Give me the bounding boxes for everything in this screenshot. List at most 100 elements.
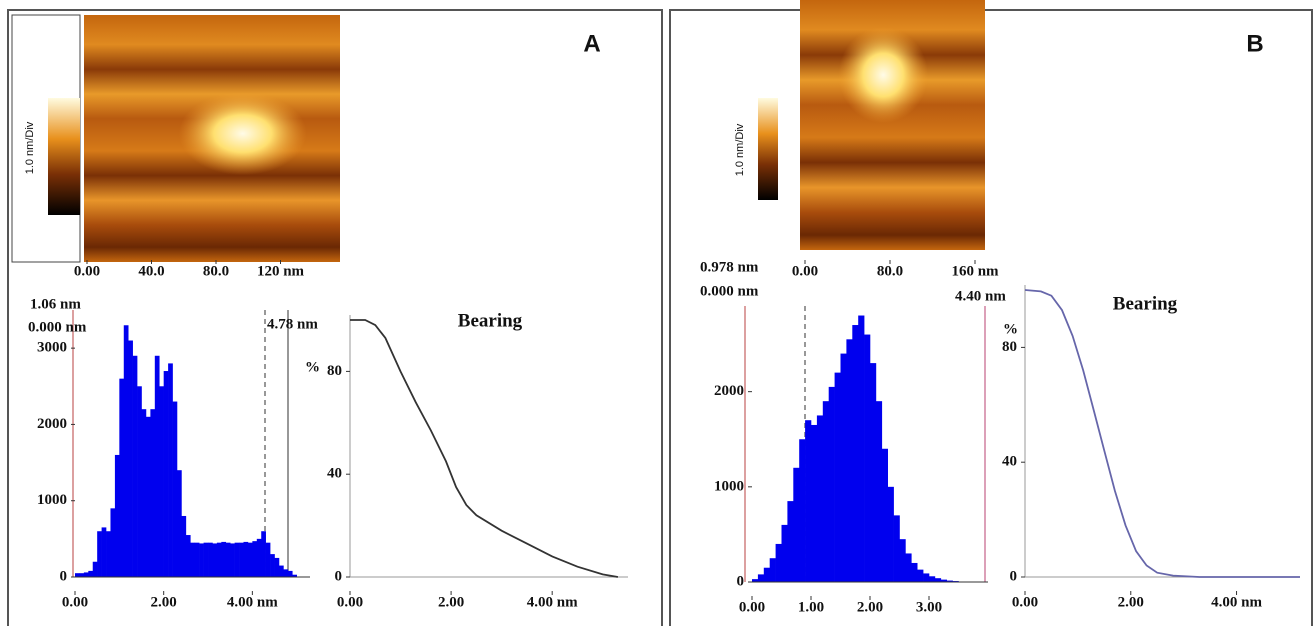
x-tick-label: 4.00 nm <box>1211 594 1262 610</box>
histogram-bar <box>283 569 289 577</box>
histogram-bar <box>287 570 293 577</box>
bearing-curve <box>1024 289 1300 578</box>
histogram-bar <box>75 573 80 577</box>
histogram-bar <box>887 486 894 582</box>
histogram-bar <box>799 439 806 582</box>
panel-frame <box>7 9 663 626</box>
x-tick-label: 0.00 <box>337 594 363 610</box>
y-tick-label: 40 <box>327 466 342 482</box>
histogram-bar <box>757 574 765 582</box>
annotation: 0.000 nm <box>28 319 87 335</box>
histogram-bar <box>168 363 173 577</box>
x-tick-label: 0.00 <box>792 263 818 279</box>
x-tick-label: 4.00 nm <box>227 594 278 610</box>
histogram-bar <box>278 565 284 577</box>
histogram-bar <box>243 541 249 577</box>
x-tick-label: 160 nm <box>951 263 999 279</box>
panel-label: B <box>1246 30 1263 57</box>
histogram-bar <box>870 363 877 582</box>
histogram-bar <box>199 543 204 577</box>
y-axis-label: % <box>1003 321 1018 337</box>
histogram-bar <box>805 420 812 582</box>
histogram-bar <box>911 562 918 582</box>
annotation: 0.978 nm <box>700 259 759 275</box>
histogram-bar <box>137 386 142 577</box>
x-tick-label: 2.00 <box>438 594 464 610</box>
colorbar <box>758 98 778 200</box>
histogram-bar <box>92 561 98 577</box>
histogram-bar <box>917 569 924 582</box>
annotation: 1.06 nm <box>30 296 81 312</box>
annotation: 4.40 nm <box>955 288 1006 304</box>
histogram-bar <box>881 448 888 582</box>
histogram-bar <box>923 573 930 582</box>
histogram-bar <box>114 454 120 577</box>
y-tick-label: 40 <box>1002 454 1017 470</box>
x-tick-label: 0.00 <box>74 263 100 279</box>
histogram-bar <box>864 334 871 582</box>
histogram-bar <box>875 401 883 582</box>
histogram-bar <box>274 557 280 577</box>
x-tick-label: 2.00 <box>151 594 177 610</box>
histogram-bar <box>225 542 231 577</box>
histogram-bar <box>775 543 782 582</box>
histogram-bar <box>769 558 776 582</box>
x-tick-label: 3.00 <box>916 599 942 615</box>
histogram-bar <box>212 543 218 577</box>
histogram-bar <box>172 401 178 577</box>
annotation: 0.000 nm <box>700 283 759 299</box>
y-tick-label: 2000 <box>37 416 67 432</box>
histogram-bar <box>123 325 129 577</box>
histogram-bar <box>176 470 182 577</box>
x-tick-label: 4.00 nm <box>527 594 578 610</box>
histogram-bar <box>270 554 275 577</box>
histogram-bar <box>185 535 191 577</box>
histogram-bar <box>940 579 947 582</box>
chart-title: Bearing <box>1113 293 1178 314</box>
y-tick-label: 0 <box>335 568 343 584</box>
histogram-bar <box>154 355 160 577</box>
histogram-bar <box>787 501 794 582</box>
histogram-bar <box>181 515 187 577</box>
histogram-bar <box>216 542 222 577</box>
histogram-bar <box>101 527 107 577</box>
x-tick-label: 2.00 <box>857 599 883 615</box>
histogram-bar <box>852 325 859 582</box>
panel-frame <box>669 9 1313 626</box>
bearing-curve <box>350 319 619 578</box>
y-tick-label: 80 <box>327 363 342 379</box>
x-tick-label: 40.0 <box>138 263 164 279</box>
y-tick-label: 1000 <box>37 492 67 508</box>
histogram-bar <box>230 543 235 577</box>
histogram-bar <box>132 355 138 577</box>
colorbar-label: 1.0 nm/Div <box>24 121 36 174</box>
histogram-bar <box>781 524 788 582</box>
histogram-bar <box>128 340 133 577</box>
histogram-bar <box>119 378 125 577</box>
histogram-bar <box>261 531 266 577</box>
histogram-bar <box>929 576 936 582</box>
histogram-bar <box>252 541 258 577</box>
histogram-bar <box>828 386 835 582</box>
bright-region <box>178 91 307 176</box>
x-tick-label: 80.0 <box>203 263 229 279</box>
panel-label: A <box>583 30 600 57</box>
histogram-bar <box>203 542 209 577</box>
colorbar-label: 1.0 nm/Div <box>734 123 746 176</box>
histogram-bar <box>822 401 829 582</box>
histogram-bar <box>221 541 227 577</box>
histogram-bar <box>256 538 262 577</box>
histogram-bar <box>190 542 196 577</box>
histogram-bar <box>292 574 297 577</box>
x-tick-label: 0.00 <box>62 594 88 610</box>
annotation: 4.78 nm <box>267 316 318 332</box>
histogram-bar <box>834 372 841 582</box>
histogram-bar <box>265 542 271 577</box>
y-tick-label: 3000 <box>37 340 67 356</box>
y-tick-label: 0 <box>737 573 745 589</box>
histogram-bar <box>159 386 164 577</box>
histogram-bar <box>793 467 800 582</box>
y-tick-label: 2000 <box>714 383 744 399</box>
y-axis-label: % <box>305 359 320 375</box>
